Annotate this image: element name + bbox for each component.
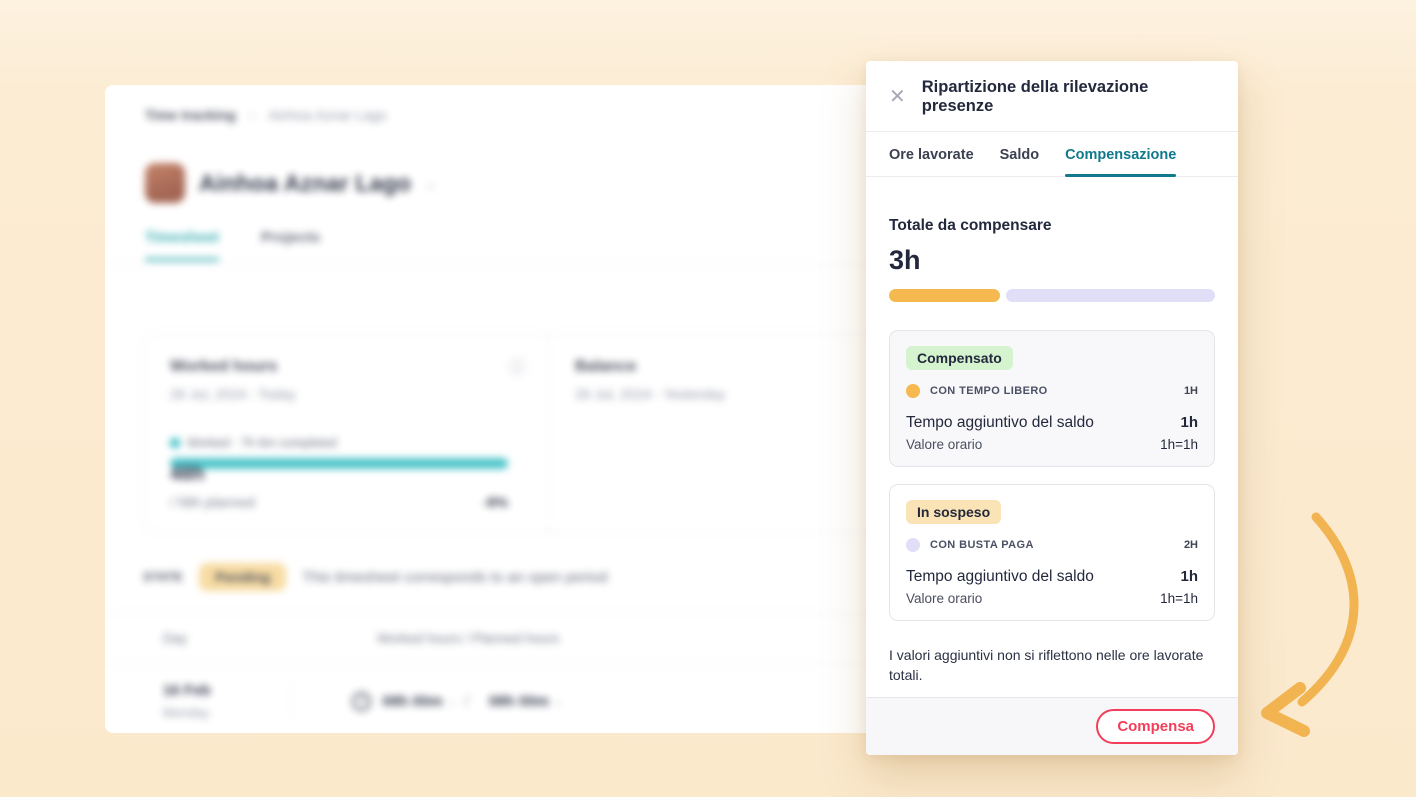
status-badge: Compensato [906,346,1013,370]
sub-value: 1h=1h [1160,591,1198,606]
hourly-value-row: Valore orario 1h=1h [906,437,1198,452]
panel-tabs: Ore lavorate Saldo Compensazione [866,132,1238,177]
chevron-down-icon[interactable]: ⌄ [554,695,564,708]
teal-dot-icon [170,438,180,448]
planned-label: / 56h planned [170,494,255,510]
status-badge: In sospeso [906,500,1002,524]
row-date-value: 16 Feb [163,682,211,699]
panel-header: ✕ Ripartizione della rilevazione presenz… [866,61,1238,132]
worked-legend: Worked · 7h 6m completed [170,436,522,450]
progress-segment-compensated [889,289,1000,302]
col-day: Day [163,631,188,646]
balance-range: 26 Jul, 2024 - Yesterday [575,386,726,402]
panel-footer: Compensa [866,697,1238,755]
divider [105,663,990,664]
pending-card: In sospeso CON BUSTA PAGA 2H Tempo aggiu… [889,484,1215,621]
clock-icon [351,691,371,711]
tab-timesheet[interactable]: Timesheet [145,229,219,261]
method-name: CON TEMPO LIBERO [930,385,1048,397]
row-label: Tempo aggiuntivo del saldo [906,414,1094,431]
row-weekday: Monday [163,705,210,720]
total-to-compensate-label: Totale da compensare [889,217,1052,234]
background-tabs: Timesheet Projects [145,229,320,261]
disclaimer-note: I valori aggiuntivi non si riflettono ne… [889,647,1204,684]
method-hours: 1H [1183,385,1198,397]
total-to-compensate-value: 3h [889,245,921,275]
tabs-divider [105,265,990,266]
table-header: Day Worked hours / Planned hours [163,631,559,646]
state-label: STATE [143,570,184,584]
sub-label: Valore orario [906,437,983,452]
avatar [145,163,185,203]
compensation-progress-bar [889,289,1215,302]
breadcrumb: Time tracking › Ainhoa Aznar Lago [145,107,387,123]
timesheet-state-row: STATE Pending This timesheet corresponds… [143,563,607,591]
curved-arrow-annotation [1261,512,1359,737]
time-separator: / [464,692,469,710]
worked-time-value[interactable]: 08h 00m [382,692,443,710]
attendance-breakdown-panel: ✕ Ripartizione della rilevazione presenz… [866,61,1238,755]
sub-label: Valore orario [906,591,983,606]
employee-name: Ainhoa Aznar Lago [199,169,412,196]
method-row: CON TEMPO LIBERO 1H [906,384,1198,398]
chevron-down-icon[interactable]: ⌄ [447,695,457,708]
planned-time-value[interactable]: 08h 00m [488,692,550,710]
breadcrumb-current: Ainhoa Aznar Lago [268,107,387,123]
tab-saldo[interactable]: Saldo [999,147,1040,163]
balance-extra-row: Tempo aggiuntivo del saldo 1h [906,568,1198,586]
state-message: This timesheet corresponds to an open pe… [302,568,608,586]
orange-dot-icon [906,384,920,398]
worked-hours-section: Worked hours 26 Jul, 2024 - Today i Work… [144,334,548,532]
panel-title: Ripartizione della rilevazione presenze [921,78,1149,115]
worked-delta: -8% [483,494,508,510]
divider [290,681,292,721]
row-value: 1h [1180,568,1198,585]
compensated-card: Compensato CON TEMPO LIBERO 1H Tempo agg… [889,330,1215,467]
sub-value: 1h=1h [1160,437,1198,452]
balance-title: Balance [575,358,637,375]
tab-ore-lavorate[interactable]: Ore lavorate [889,147,974,163]
employee-profile-header: Ainhoa Aznar Lago ⌄ [145,163,437,203]
row-date: 16 Feb Monday [163,682,211,720]
close-icon[interactable]: ✕ [889,86,906,108]
stats-card: Worked hours 26 Jul, 2024 - Today i Work… [143,333,954,533]
balance-extra-row: Tempo aggiuntivo del saldo 1h [906,414,1198,432]
chevron-down-icon[interactable]: ⌄ [425,174,437,191]
compensa-button[interactable]: Compensa [1096,709,1215,744]
worked-legend-label: Worked · 7h 6m completed [187,436,337,450]
worked-hours-range: 26 Jul, 2024 - Today [170,386,296,402]
timesheet-background-card: Time tracking › Ainhoa Aznar Lago Ainhoa… [105,85,990,733]
hourly-value-row: Valore orario 1h=1h [906,591,1198,606]
breadcrumb-section[interactable]: Time tracking [145,107,236,123]
breadcrumb-separator: › [249,107,255,123]
worked-hours-title: Worked hours [170,358,278,375]
lavender-dot-icon [906,538,920,552]
tab-compensazione[interactable]: Compensazione [1065,132,1177,177]
blurred-app-content: Time tracking › Ainhoa Aznar Lago Ainhoa… [105,85,990,733]
divider [105,613,990,614]
method-name: CON BUSTA PAGA [930,539,1034,551]
panel-body: Totale da compensare 3h Compensato CON T… [866,177,1238,697]
worked-progress-bar [170,458,508,469]
method-row: CON BUSTA PAGA 2H [906,538,1198,552]
col-hours: Worked hours / Planned hours [377,631,560,646]
progress-segment-pending [1005,289,1215,302]
row-value: 1h [1180,414,1198,431]
worked-total: 48h [170,463,205,485]
info-icon[interactable]: i [509,358,526,375]
row-label: Tempo aggiuntivo del saldo [906,568,1094,585]
pending-badge: Pending [199,563,287,591]
table-row[interactable]: 16 Feb Monday 08h 00m ⌄ / 08h 00m ⌄ [163,681,960,721]
planned-row: / 56h planned -8% [170,494,508,510]
tab-projects[interactable]: Projects [260,229,321,246]
method-hours: 2H [1183,539,1198,551]
